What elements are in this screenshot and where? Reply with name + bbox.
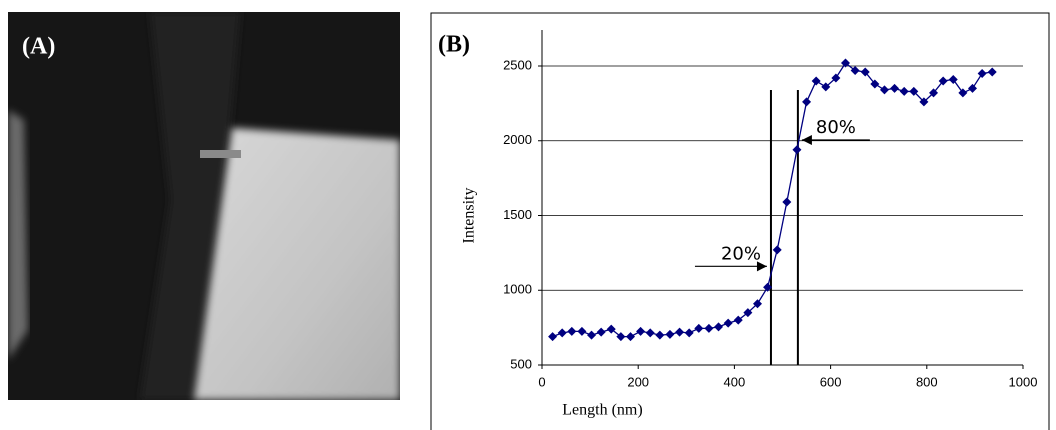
- plot: (B) 500 1000 1500 2000 2500 0 200 400 600 800 1000 L…: [438, 30, 1037, 419]
- data-point: [743, 308, 753, 318]
- panel-frame: [430, 12, 1050, 430]
- data-point: [606, 324, 616, 334]
- data-point: [850, 65, 860, 75]
- data-point: [655, 330, 665, 340]
- y-tick-label: 500: [510, 356, 532, 371]
- data-point: [929, 88, 939, 98]
- data-point: [557, 328, 567, 338]
- data-point: [763, 282, 773, 292]
- data-point: [704, 323, 714, 333]
- data-point: [723, 318, 733, 328]
- image-content: [8, 12, 400, 400]
- y-tick-label: 2500: [503, 57, 532, 72]
- data-point: [636, 326, 646, 336]
- data-point: [967, 83, 977, 93]
- annotation: 20%: [721, 243, 761, 264]
- y-tick-label: 1500: [503, 207, 532, 222]
- data-point: [587, 330, 597, 340]
- data-point: [616, 332, 626, 342]
- x-tick-label: 400: [724, 374, 746, 389]
- data-point: [890, 83, 900, 93]
- data-point: [831, 73, 841, 83]
- x-tick-label: 1000: [1009, 374, 1038, 389]
- data-line: [552, 62, 993, 338]
- data-point: [782, 197, 792, 207]
- data-point: [792, 145, 802, 155]
- data-point: [821, 82, 831, 92]
- data-point: [675, 327, 685, 337]
- data-point: [909, 86, 919, 96]
- y-tick-label: 1000: [503, 282, 532, 297]
- annotation: 80%: [816, 117, 856, 138]
- x-tick-label: 200: [627, 374, 649, 389]
- data-point: [987, 67, 997, 77]
- data-point: [870, 79, 880, 89]
- arrow-head: [801, 135, 812, 146]
- data-point: [772, 245, 782, 255]
- x-tick-label: 0: [538, 374, 545, 389]
- y-tick-label: 2000: [503, 132, 532, 147]
- data-point: [919, 97, 929, 107]
- data-point: [938, 76, 948, 86]
- data-point: [665, 329, 675, 339]
- data-point: [596, 327, 606, 337]
- data-point: [694, 323, 704, 333]
- data-point: [879, 85, 889, 95]
- arrow-head: [756, 261, 767, 272]
- data-point: [860, 67, 870, 77]
- y-axis-label: Intensity: [461, 188, 478, 244]
- x-tick-label: 800: [916, 374, 938, 389]
- data-point: [567, 326, 577, 336]
- data-point: [548, 332, 558, 342]
- data-point: [948, 74, 958, 84]
- data-point: [577, 326, 587, 336]
- x-tick-label: 600: [820, 374, 842, 389]
- data-point: [841, 58, 851, 68]
- data-point: [684, 328, 694, 338]
- micrograph: (A): [8, 12, 400, 400]
- x-axis-label: Length (nm): [562, 402, 642, 419]
- data-point: [626, 332, 636, 342]
- data-point: [802, 97, 812, 107]
- data-point: [714, 322, 724, 332]
- data-point: [733, 315, 743, 325]
- data-point: [752, 299, 762, 309]
- data-point: [645, 328, 655, 338]
- data-point: [977, 68, 987, 78]
- data-point: [811, 76, 821, 86]
- data-point: [899, 86, 909, 96]
- panel-label: (A): [22, 34, 55, 60]
- panel-label: (B): [438, 32, 470, 58]
- data-point: [958, 88, 968, 98]
